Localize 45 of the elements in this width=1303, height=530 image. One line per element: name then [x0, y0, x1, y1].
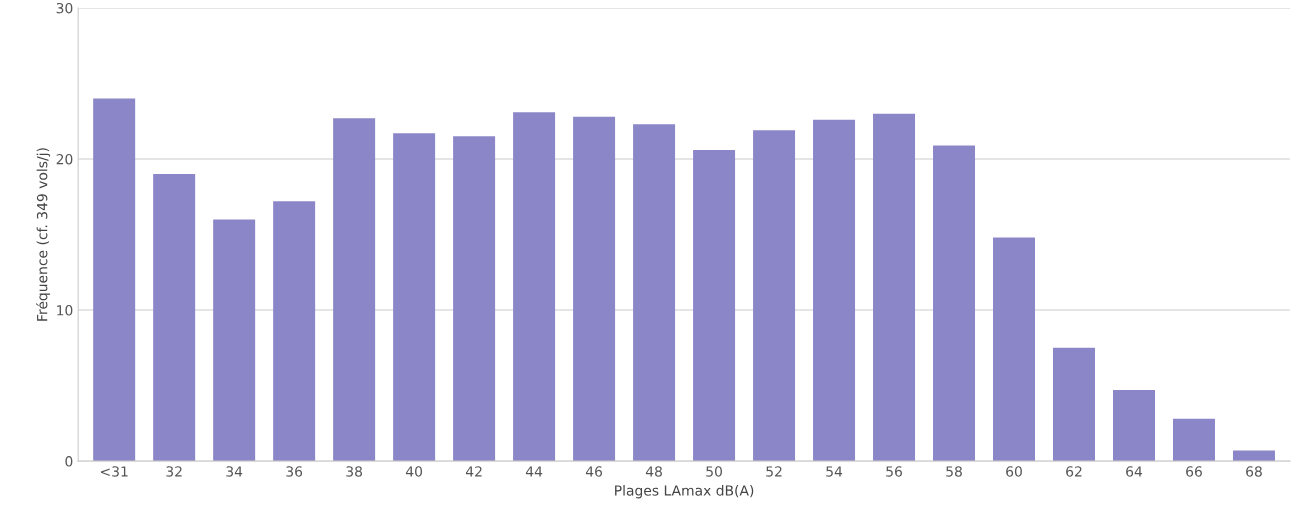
x-axis-title: Plages LAmax dB(A) — [615, 484, 754, 499]
bar — [873, 113, 916, 462]
x-tick-label: 44 — [525, 466, 543, 477]
bar — [813, 119, 856, 462]
x-tick-label: 38 — [346, 466, 363, 477]
x-tick-label: 66 — [1186, 466, 1202, 477]
x-tick-label: 32 — [166, 466, 182, 477]
bar — [633, 124, 676, 462]
bar — [573, 116, 616, 462]
x-tick-label: 54 — [826, 466, 843, 477]
x-tick-label: 40 — [405, 466, 423, 477]
bar — [993, 237, 1036, 462]
x-tick-label: 42 — [465, 466, 482, 477]
x-tick-label: 68 — [1246, 466, 1262, 477]
bar — [213, 219, 256, 462]
bar — [93, 98, 136, 462]
y-tick-label: 0 — [65, 456, 73, 467]
bar — [1172, 418, 1215, 462]
x-tick-label: 50 — [706, 466, 722, 477]
x-tick-label: 64 — [1126, 466, 1143, 477]
y-tick-label: 10 — [57, 305, 73, 316]
bar — [513, 112, 556, 462]
x-tick-label: 46 — [585, 466, 603, 477]
y-axis-title: Fréquence (cf. 349 vols/j) — [36, 148, 51, 321]
x-tick-label: 60 — [1006, 466, 1022, 477]
bar — [393, 133, 436, 462]
x-tick-label: 34 — [226, 466, 243, 477]
x-tick-label: 36 — [286, 466, 303, 477]
bar — [753, 130, 796, 462]
bar — [153, 174, 196, 462]
x-tick-label: 48 — [645, 466, 662, 477]
bar — [693, 149, 736, 462]
x-tick-label: 52 — [766, 466, 782, 477]
bar — [1053, 347, 1095, 462]
bar — [933, 145, 976, 462]
x-tick-label: 56 — [886, 466, 902, 477]
bar — [333, 118, 376, 462]
x-tick-label: <31 — [100, 466, 128, 477]
bar — [453, 136, 496, 462]
bar — [273, 201, 316, 462]
x-tick-label: 58 — [946, 466, 962, 477]
x-tick-label: 62 — [1066, 466, 1082, 477]
bar — [1113, 390, 1155, 462]
y-tick-label: 30 — [56, 2, 73, 14]
y-tick-label: 20 — [56, 153, 73, 165]
